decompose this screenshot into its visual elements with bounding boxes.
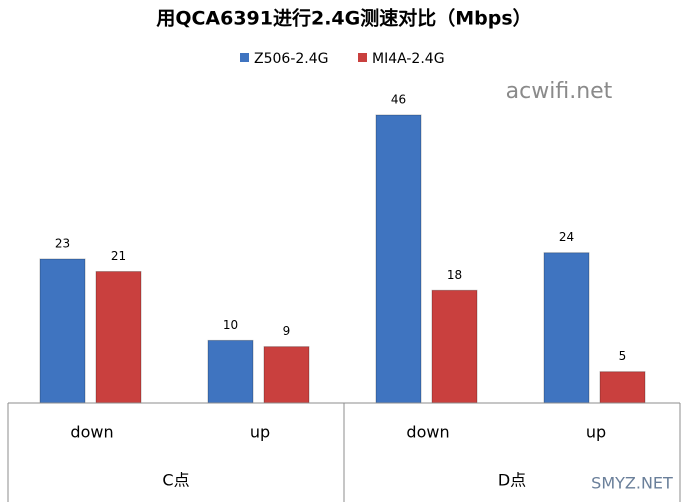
legend-label: MI4A-2.4G (372, 51, 445, 67)
bar (95, 271, 142, 404)
x-tick-label: down (70, 423, 113, 442)
legend-swatch (358, 53, 367, 62)
group-label: C点 (162, 471, 189, 490)
x-tick-label: up (586, 423, 606, 442)
watermark: SMYZ.NET (591, 474, 673, 493)
bar (375, 114, 422, 404)
watermark: acwifi.net (506, 79, 613, 104)
value-label: 18 (447, 268, 462, 282)
bar (207, 339, 254, 404)
x-tick-label: up (250, 423, 270, 442)
group-label: D点 (498, 471, 526, 490)
legend-label: Z506-2.4G (254, 51, 328, 67)
value-label: 21 (111, 249, 126, 263)
value-label: 9 (283, 324, 291, 338)
chart-title: 用QCA6391进行2.4G测速对比（Mbps） (156, 7, 531, 30)
x-tick-label: down (406, 423, 449, 442)
value-label: 46 (391, 93, 406, 107)
bar (543, 252, 590, 404)
bar (263, 346, 310, 404)
bar (431, 289, 478, 404)
bar (39, 258, 86, 404)
value-label: 10 (223, 318, 238, 332)
legend-swatch (240, 53, 249, 62)
value-label: 24 (559, 230, 574, 244)
value-label: 23 (55, 237, 70, 251)
value-label: 5 (619, 349, 627, 363)
bar (599, 371, 646, 404)
